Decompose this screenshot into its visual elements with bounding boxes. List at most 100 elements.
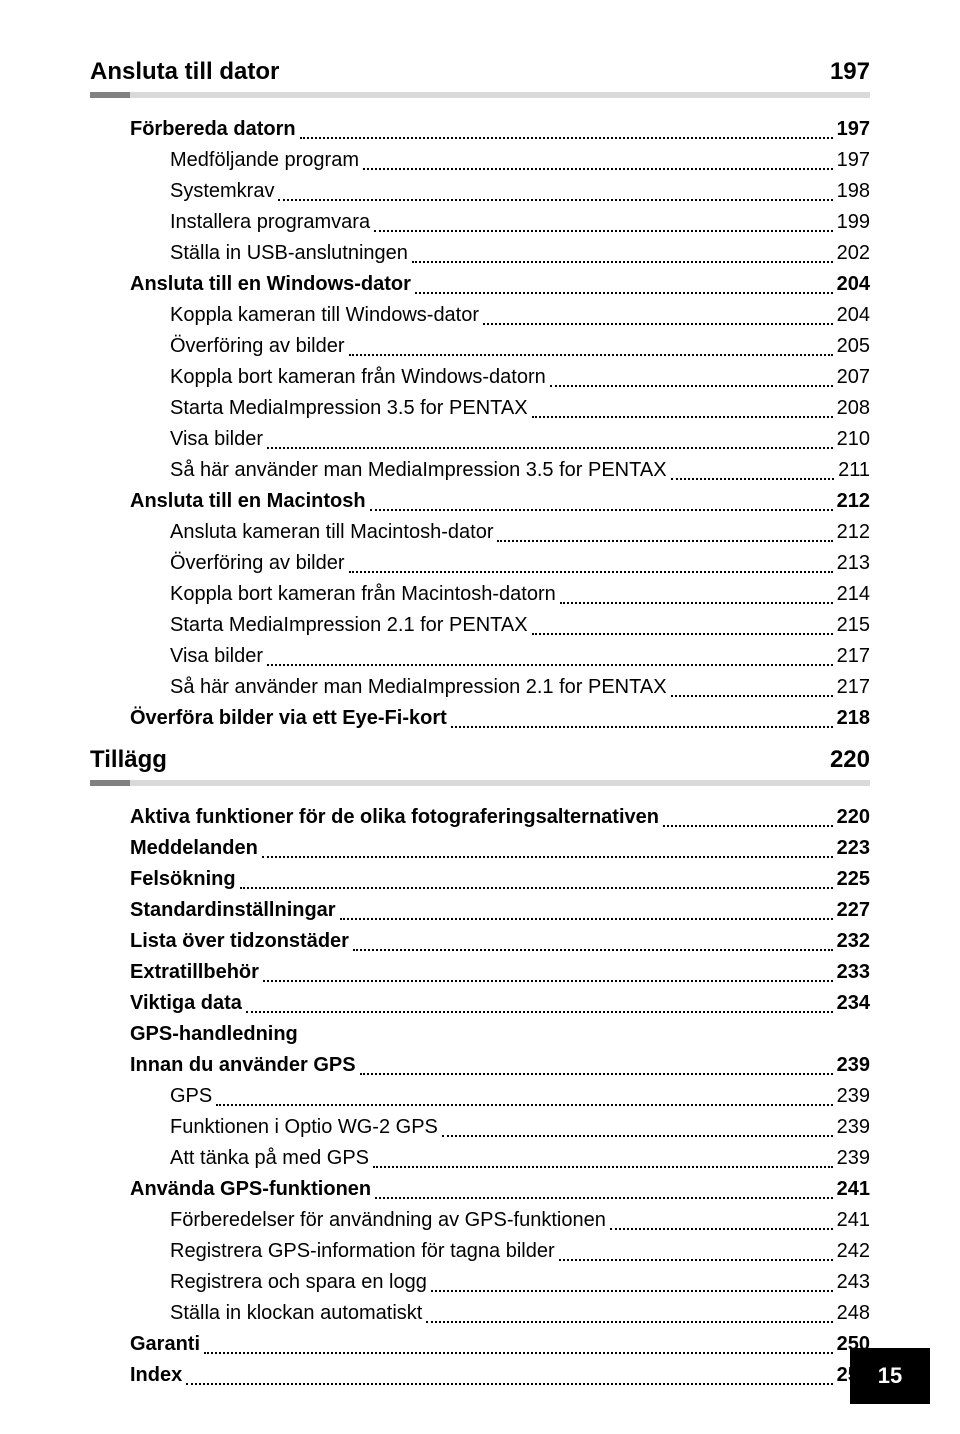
toc-leader-dots <box>671 695 833 697</box>
toc-entry: Index 255 <box>90 1360 870 1391</box>
toc-entry: Standardinställningar 227 <box>90 895 870 926</box>
toc-entry-page: 197 <box>837 114 870 145</box>
toc-entry-page: 239 <box>837 1112 870 1143</box>
toc-entry: Ansluta till en Macintosh 212 <box>90 486 870 517</box>
toc-entry-page: 243 <box>837 1267 870 1298</box>
toc-entry: Funktionen i Optio WG-2 GPS 239 <box>90 1112 870 1143</box>
table-of-contents: Ansluta till dator197 Förbereda datorn 19… <box>90 58 870 1391</box>
toc-entry-page: 211 <box>838 455 870 486</box>
section-underline <box>90 780 870 786</box>
toc-entry-label: Visa bilder <box>170 641 263 672</box>
toc-entry-label: Extratillbehör <box>130 957 259 988</box>
toc-entry-label: Medföljande program <box>170 145 359 176</box>
toc-entry-page: 232 <box>837 926 870 957</box>
section-title: Ansluta till dator <box>90 58 830 86</box>
toc-leader-dots <box>560 602 833 604</box>
toc-entry: GPS-handledning <box>90 1019 870 1050</box>
toc-entry-page: 241 <box>837 1205 870 1236</box>
toc-entry-page: 239 <box>837 1081 870 1112</box>
toc-leader-dots <box>300 137 833 139</box>
toc-entry-page: 223 <box>837 833 870 864</box>
toc-entry-label: Ställa in USB-anslutningen <box>170 238 408 269</box>
toc-entry: Innan du använder GPS 239 <box>90 1050 870 1081</box>
toc-entry: Ansluta till en Windows-dator 204 <box>90 269 870 300</box>
toc-leader-dots <box>532 416 833 418</box>
toc-entry-page: 212 <box>837 517 870 548</box>
toc-leader-dots <box>240 887 833 889</box>
toc-entry-label: Innan du använder GPS <box>130 1050 356 1081</box>
toc-entry-label: Viktiga data <box>130 988 242 1019</box>
toc-entry: Aktiva funktioner för de olika fotografe… <box>90 802 870 833</box>
toc-entry-label: Ansluta till en Windows-dator <box>130 269 411 300</box>
toc-leader-dots <box>186 1383 832 1385</box>
toc-entry-label: Felsökning <box>130 864 236 895</box>
toc-entry-page: 208 <box>837 393 870 424</box>
toc-entry-label: Så här använder man MediaImpression 2.1 … <box>170 672 667 703</box>
document-page: Ansluta till dator197 Förbereda datorn 19… <box>0 0 960 1434</box>
toc-leader-dots <box>559 1259 833 1261</box>
toc-entry: Så här använder man MediaImpression 2.1 … <box>90 672 870 703</box>
toc-entry: Lista över tidzonstäder 232 <box>90 926 870 957</box>
toc-entry: Installera programvara 199 <box>90 207 870 238</box>
toc-leader-dots <box>204 1352 833 1354</box>
toc-entry: Visa bilder 217 <box>90 641 870 672</box>
toc-entry: Extratillbehör 233 <box>90 957 870 988</box>
toc-entry-page: 241 <box>837 1174 870 1205</box>
toc-leader-dots <box>349 571 833 573</box>
toc-entry-page: 207 <box>837 362 870 393</box>
toc-entry-page: 239 <box>837 1050 870 1081</box>
toc-entry: Registrera GPS-information för tagna bil… <box>90 1236 870 1267</box>
toc-entry: Felsökning 225 <box>90 864 870 895</box>
toc-entry-label: Koppla kameran till Windows-dator <box>170 300 479 331</box>
toc-entry: Använda GPS-funktionen 241 <box>90 1174 870 1205</box>
toc-entry-label: Så här använder man MediaImpression 3.5 … <box>170 455 667 486</box>
toc-entry: GPS 239 <box>90 1081 870 1112</box>
toc-entry-label: GPS-handledning <box>130 1023 298 1045</box>
toc-leader-dots <box>267 447 833 449</box>
toc-leader-dots <box>353 949 833 951</box>
toc-entry-label: Registrera GPS-information för tagna bil… <box>170 1236 555 1267</box>
section-title: Tillägg <box>90 746 830 774</box>
toc-entry-label: Lista över tidzonstäder <box>130 926 349 957</box>
toc-leader-dots <box>426 1321 832 1323</box>
toc-entry-page: 234 <box>837 988 870 1019</box>
toc-entry: Att tänka på med GPS 239 <box>90 1143 870 1174</box>
toc-entry-page: 202 <box>837 238 870 269</box>
toc-leader-dots <box>375 1197 833 1199</box>
toc-leader-dots <box>340 918 833 920</box>
toc-entry: Ansluta kameran till Macintosh-dator 212 <box>90 517 870 548</box>
toc-entry: Ställa in klockan automatiskt 248 <box>90 1298 870 1329</box>
toc-entry-page: 248 <box>837 1298 870 1329</box>
toc-entry-page: 205 <box>837 331 870 362</box>
toc-entry-label: Förbereda datorn <box>130 114 296 145</box>
toc-leader-dots <box>415 292 833 294</box>
page-number-badge: 15 <box>850 1348 930 1404</box>
section-page: 220 <box>830 746 870 774</box>
toc-entry: Överföring av bilder 205 <box>90 331 870 362</box>
toc-entry-page: 204 <box>837 300 870 331</box>
toc-leader-dots <box>497 540 832 542</box>
toc-entry: Koppla bort kameran från Macintosh-dator… <box>90 579 870 610</box>
toc-entry-page: 204 <box>837 269 870 300</box>
toc-entry-label: Standardinställningar <box>130 895 336 926</box>
toc-entry-label: Meddelanden <box>130 833 258 864</box>
toc-entry: Meddelanden 223 <box>90 833 870 864</box>
toc-entry: Överföra bilder via ett Eye-Fi-kort 218 <box>90 703 870 734</box>
toc-entry-label: Överföra bilder via ett Eye-Fi-kort <box>130 703 447 734</box>
toc-entry: Registrera och spara en logg 243 <box>90 1267 870 1298</box>
toc-leader-dots <box>370 509 833 511</box>
toc-entry-page: 198 <box>837 176 870 207</box>
toc-leader-dots <box>374 230 833 232</box>
toc-entry: Medföljande program 197 <box>90 145 870 176</box>
toc-entry-label: Garanti <box>130 1329 200 1360</box>
toc-entry: Överföring av bilder 213 <box>90 548 870 579</box>
toc-entry-page: 199 <box>837 207 870 238</box>
toc-leader-dots <box>532 633 833 635</box>
toc-entry-page: 239 <box>837 1143 870 1174</box>
page-number: 15 <box>878 1363 902 1389</box>
toc-entry-label: Installera programvara <box>170 207 370 238</box>
toc-entry-label: GPS <box>170 1081 212 1112</box>
toc-entry-label: Systemkrav <box>170 176 274 207</box>
toc-entry-page: 217 <box>837 641 870 672</box>
toc-entry-page: 233 <box>837 957 870 988</box>
